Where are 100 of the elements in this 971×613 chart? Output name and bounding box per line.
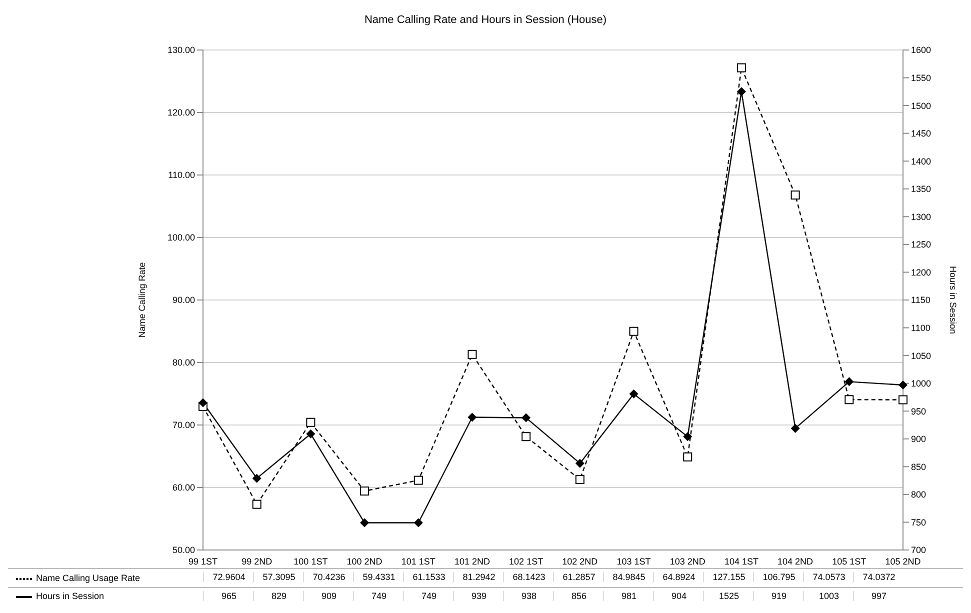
- x-tick-label: 105 1ST: [832, 556, 867, 566]
- data-label: 919: [753, 591, 804, 601]
- point: [575, 458, 584, 468]
- y-tick-label: 100.00: [167, 232, 195, 243]
- y2-tick-label: 850: [911, 462, 926, 472]
- point: [306, 418, 316, 427]
- y2-tick-label: 700: [911, 545, 926, 556]
- y2-tick-label: 950: [911, 406, 926, 416]
- point: [522, 413, 531, 422]
- y-tick-label: 80.00: [172, 358, 195, 368]
- point: [844, 377, 854, 386]
- y2-tick-label: 1100: [911, 322, 930, 333]
- data-label: 856: [553, 591, 604, 601]
- y2-tick-label: 1250: [911, 240, 932, 250]
- data-label: 749: [403, 591, 454, 601]
- legend-label: Name Calling Usage Rate: [36, 573, 140, 583]
- point: [360, 486, 370, 496]
- data-label: 1525: [703, 591, 754, 601]
- data-label: 61.1533: [403, 572, 454, 582]
- y2-tick-label: 1300: [911, 212, 932, 222]
- point: [522, 432, 531, 442]
- y2-tick-label: 1500: [911, 100, 932, 111]
- y2-tick-label: 1450: [911, 128, 932, 139]
- x-tick-label: 104 2ND: [778, 556, 814, 566]
- data-label: 965: [203, 591, 254, 601]
- data-label: 904: [653, 591, 704, 601]
- point: [575, 474, 584, 484]
- data-label: 61.2857: [553, 572, 604, 582]
- point: [468, 350, 477, 359]
- y-tick-label: 60.00: [172, 482, 195, 493]
- point: [736, 87, 746, 96]
- y2-tick-label: 1600: [911, 45, 932, 56]
- y2-tick-label: 750: [911, 517, 926, 528]
- data-label: 749: [353, 591, 404, 601]
- point: [252, 500, 262, 509]
- point: [414, 518, 423, 528]
- y-tick-label: 130.00: [167, 45, 195, 56]
- y-tick-label: 90.00: [172, 295, 195, 306]
- x-tick-label: 101 2ND: [454, 556, 490, 566]
- x-tick-label: 104 1ST: [724, 556, 759, 566]
- y-tick-label: 50.00: [172, 545, 195, 556]
- y2-axis-title: Hours in Session: [948, 266, 958, 334]
- legend-label: Hours in Session: [36, 591, 104, 601]
- data-label: 981: [603, 591, 654, 601]
- point: [198, 398, 208, 408]
- point: [683, 452, 692, 462]
- point: [898, 380, 908, 390]
- point: [252, 474, 262, 483]
- data-label: 59.4331: [353, 572, 404, 582]
- y2-tick-label: 1400: [911, 156, 932, 166]
- data-label: 68.1423: [503, 572, 554, 582]
- point: [844, 395, 854, 404]
- x-tick-label: 99 2ND: [242, 556, 273, 566]
- point: [898, 395, 908, 404]
- y2-tick-label: 900: [911, 434, 926, 444]
- data-label: 909: [303, 591, 354, 601]
- point: [790, 424, 800, 433]
- y2-tick-label: 800: [911, 490, 926, 500]
- point: [790, 190, 800, 200]
- data-label: 106.795: [753, 572, 804, 582]
- point: [360, 518, 370, 528]
- x-tick-label: 100 1ST: [294, 556, 328, 566]
- data-label: 74.0573: [803, 572, 854, 582]
- point: [468, 412, 477, 422]
- chart-title: Name Calling Rate and Hours in Session (House): [363, 14, 608, 26]
- data-label: 1003: [803, 591, 854, 601]
- data-label: 70.4236: [303, 572, 354, 582]
- point: [306, 429, 316, 438]
- data-label: 74.0372: [853, 572, 904, 582]
- y2-tick-label: 1150: [911, 295, 930, 306]
- data-label: 72.9604: [203, 572, 254, 582]
- x-tick-label: 99 1ST: [188, 556, 218, 566]
- y2-tick-label: 1050: [911, 350, 932, 361]
- point: [736, 63, 746, 72]
- x-tick-label: 105 2ND: [885, 556, 922, 566]
- x-tick-label: 102 2ND: [562, 556, 598, 566]
- y2-tick-label: 1000: [911, 378, 932, 389]
- y2-tick-label: 1200: [911, 267, 932, 278]
- x-tick-label: 100 2ND: [346, 556, 383, 566]
- data-label: 939: [453, 591, 504, 601]
- y-tick-label: 70.00: [172, 420, 195, 430]
- data-label: 84.9845: [603, 572, 654, 582]
- data-label: 57.3095: [253, 572, 304, 582]
- data-label: 81.2942: [453, 572, 504, 582]
- data-label: 938: [503, 591, 554, 601]
- data-label: 997: [853, 591, 904, 601]
- y2-tick-label: 1350: [911, 184, 932, 194]
- x-tick-label: 101 1ST: [401, 556, 436, 566]
- y2-tick-label: 1550: [911, 72, 932, 83]
- data-label: 829: [253, 591, 304, 601]
- x-tick-label: 103 1ST: [616, 556, 652, 566]
- y-axis-title: Name Calling Rate: [137, 262, 148, 338]
- point: [683, 432, 692, 442]
- x-tick-label: 103 2ND: [670, 556, 706, 566]
- y-tick-label: 110.00: [168, 170, 195, 180]
- point: [629, 389, 638, 398]
- point: [629, 326, 638, 336]
- y-tick-label: 120.00: [167, 108, 195, 118]
- point: [414, 476, 423, 485]
- data-label: 127.155: [703, 572, 754, 582]
